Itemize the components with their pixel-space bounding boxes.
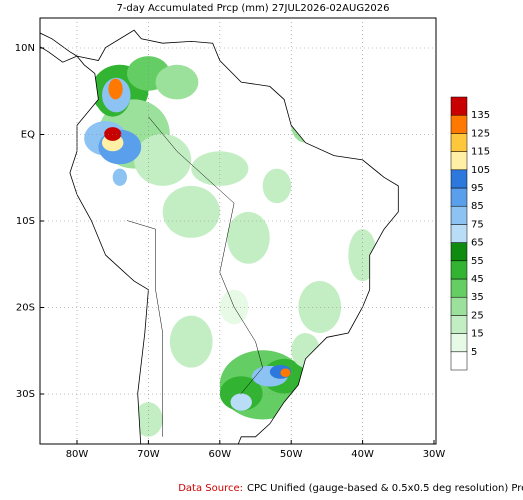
precip-area — [104, 127, 122, 141]
legend-label: 115 — [471, 147, 490, 158]
precip-area — [280, 368, 291, 378]
lat-label: EQ — [21, 130, 35, 141]
precip-area — [262, 168, 292, 204]
legend-swatch — [450, 315, 468, 334]
legend-label: 35 — [471, 292, 484, 303]
lat-label: 20S — [16, 303, 35, 314]
graticule: 10N EQ 10S 20S 30S 80W 70W 60W 50W 40W 30W — [15, 18, 446, 460]
legend-label: 95 — [471, 183, 484, 194]
lon-label: 40W — [351, 449, 374, 460]
legend-label: 55 — [471, 256, 484, 267]
lat-label: 10N — [15, 43, 35, 54]
precip-area — [298, 281, 342, 333]
lat-label: 30S — [16, 389, 35, 400]
legend-swatch — [450, 133, 468, 152]
precip-area — [169, 315, 213, 368]
lon-label: 50W — [280, 449, 303, 460]
lat-label: 10S — [16, 216, 35, 227]
lon-label: 30W — [423, 449, 446, 460]
precip-area — [226, 211, 270, 264]
legend-label: 135 — [471, 110, 490, 121]
legend-label: 75 — [471, 219, 484, 230]
legend-swatch — [450, 278, 468, 298]
precip-area — [155, 64, 199, 100]
legend-label: 25 — [471, 310, 484, 321]
legend-label: 15 — [471, 329, 484, 340]
legend-swatch — [450, 169, 468, 189]
legend-swatch — [450, 205, 468, 225]
source-label: Data Source: — [178, 483, 243, 494]
legend-swatch — [450, 114, 468, 134]
coastline — [40, 29, 399, 444]
legend-label: 85 — [471, 201, 484, 212]
legend-label: 65 — [471, 238, 484, 249]
legend-swatch — [450, 333, 468, 353]
precip-area — [112, 168, 127, 186]
legend-label: 125 — [471, 128, 490, 139]
legend-swatch — [450, 296, 468, 316]
legend-swatch — [450, 242, 468, 262]
legend-label: 105 — [471, 165, 490, 176]
legend-swatch — [450, 187, 468, 207]
precip-area — [230, 393, 252, 411]
legend-swatch — [450, 351, 468, 371]
precip-area — [191, 151, 249, 186]
lon-label: 70W — [137, 449, 160, 460]
legend-label: 45 — [471, 274, 484, 285]
legend-swatch — [450, 260, 468, 280]
precip-area — [162, 185, 220, 238]
borders — [126, 116, 263, 437]
legend-swatch — [450, 151, 468, 171]
lon-label: 60W — [208, 449, 231, 460]
legend-swatch — [450, 224, 468, 243]
precip-area — [134, 134, 192, 186]
precip-area — [134, 402, 163, 437]
map-title: 7-day Accumulated Prcp (mm) 27JUL2026-02… — [116, 3, 389, 14]
legend: 5 15 25 35 45 55 65 75 85 95 105 115 125 135 — [450, 96, 490, 371]
precip-area — [108, 78, 123, 100]
legend-swatch — [450, 96, 468, 116]
precip-layer — [40, 29, 399, 444]
legend-label: 5 — [471, 347, 477, 358]
lon-label: 80W — [66, 449, 89, 460]
source-text: CPC Unified (gauge-based & 0.5x0.5 deg r… — [247, 483, 523, 494]
